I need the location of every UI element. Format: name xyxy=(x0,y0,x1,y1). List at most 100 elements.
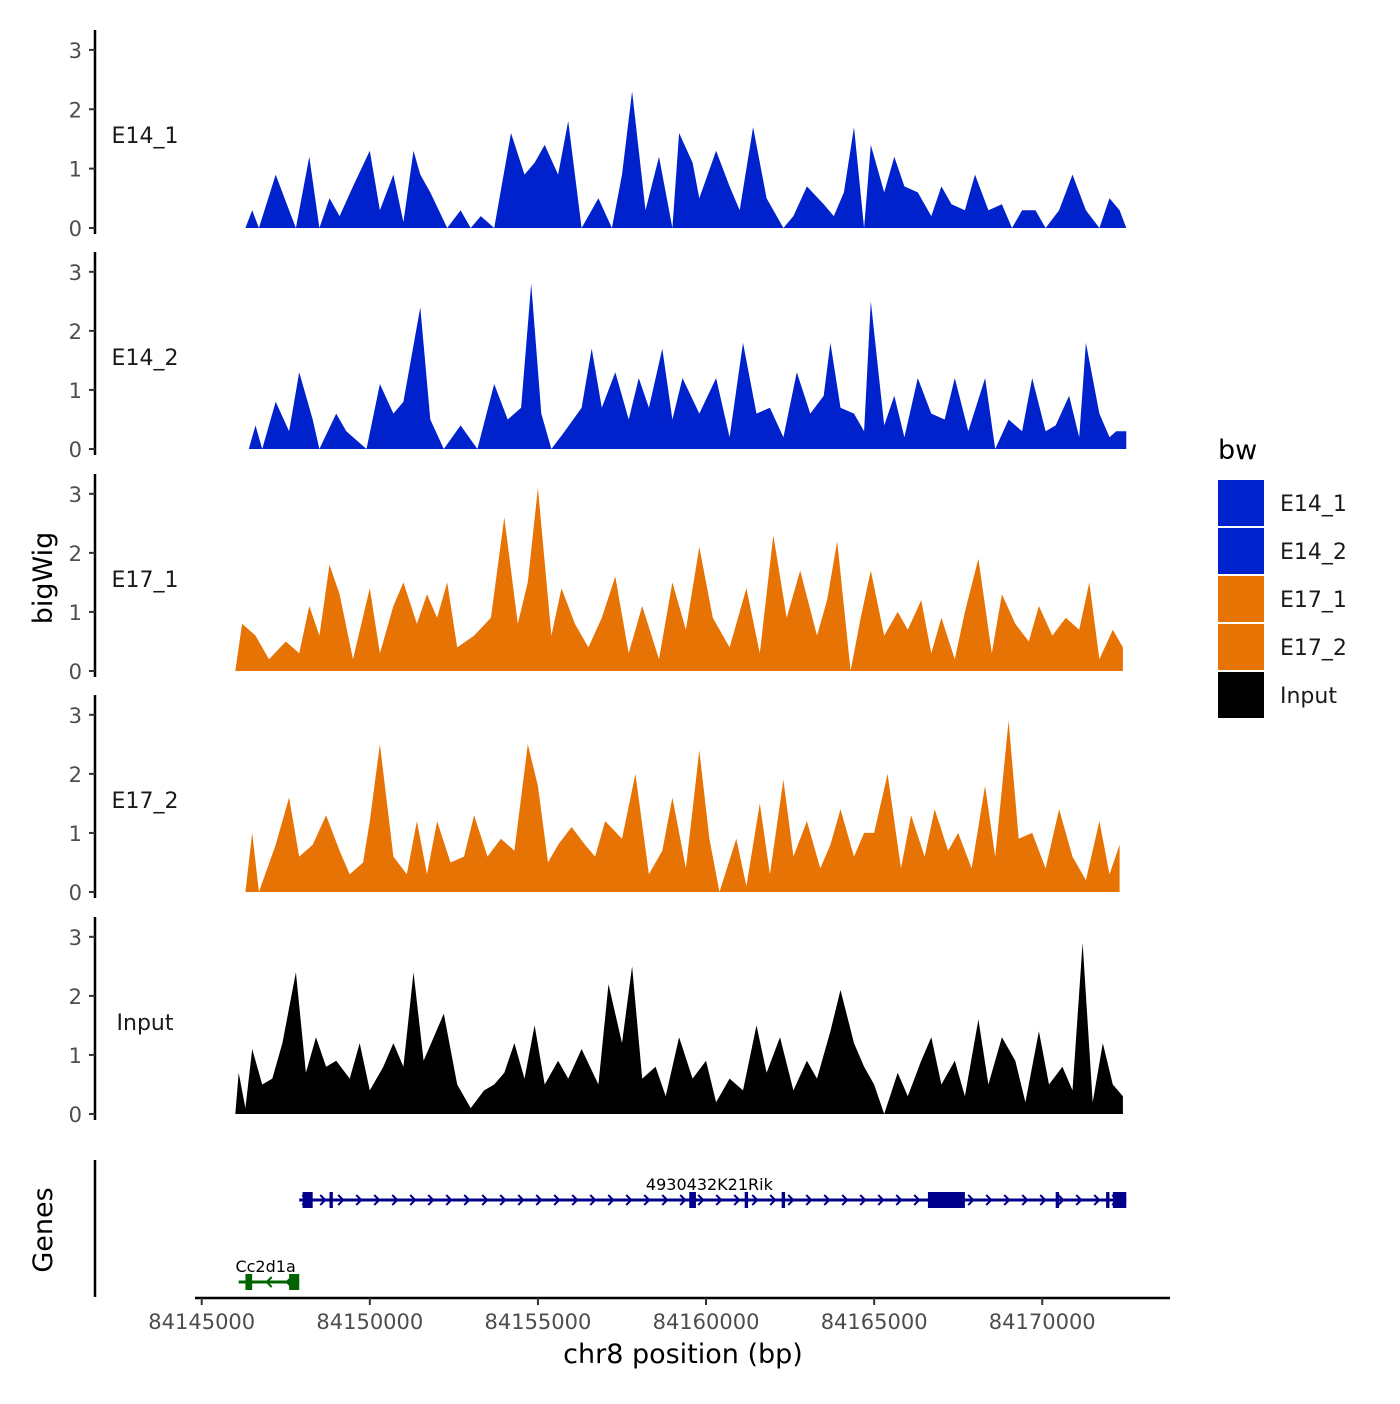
gene-annotation-panel: 4930432K21Rik Cc2d1a xyxy=(93,1160,1127,1297)
gene-4930432k21rik: 4930432K21Rik xyxy=(299,1175,1127,1208)
strand-arrow xyxy=(265,1276,273,1288)
strand-arrow xyxy=(679,1194,687,1206)
gene-label: Cc2d1a xyxy=(235,1257,295,1276)
strand-arrow xyxy=(1039,1194,1047,1206)
strand-arrow xyxy=(391,1194,399,1206)
x-tick-label: 84150000 xyxy=(316,1310,423,1334)
strand-arrow xyxy=(1003,1194,1011,1206)
strand-arrow xyxy=(535,1194,543,1206)
strand-arrow xyxy=(463,1194,471,1206)
y-tick-label: 0 xyxy=(69,660,82,684)
strand-arrow xyxy=(823,1194,831,1206)
y-tick-label: 1 xyxy=(69,158,82,182)
legend-swatch-input xyxy=(1218,672,1264,718)
exon xyxy=(781,1192,786,1208)
signal-area-e17-2 xyxy=(245,720,1120,892)
strand-arrow xyxy=(1075,1194,1083,1206)
y-tick-label: 2 xyxy=(69,320,82,344)
strand-arrow xyxy=(589,1194,597,1206)
x-tick-label: 84170000 xyxy=(989,1310,1096,1334)
strand-arrow xyxy=(697,1194,705,1206)
exon xyxy=(1106,1192,1110,1208)
x-tick-label: 84165000 xyxy=(821,1310,928,1334)
legend-label-e17-2: E17_2 xyxy=(1280,636,1347,661)
signal-area-e14-2 xyxy=(248,283,1127,449)
track-e14-2: 0 1 2 3 E14_2 xyxy=(69,252,1127,462)
strand-arrow xyxy=(517,1194,525,1206)
legend-label-e14-1: E14_1 xyxy=(1280,492,1347,517)
strand-arrow xyxy=(715,1194,723,1206)
strand-arrow xyxy=(733,1194,741,1206)
strand-arrow xyxy=(787,1194,795,1206)
genes-axis-title: Genes xyxy=(28,1187,59,1272)
y-tick-label: 2 xyxy=(69,98,82,122)
exon xyxy=(1055,1192,1060,1208)
y-tick-label: 0 xyxy=(69,881,82,905)
strand-arrow xyxy=(769,1194,777,1206)
strand-arrow xyxy=(643,1194,651,1206)
strand-arrow xyxy=(373,1194,381,1206)
strand-arrow xyxy=(859,1194,867,1206)
y-tick-label: 3 xyxy=(69,483,82,507)
strand-arrow xyxy=(481,1194,489,1206)
legend-swatch-e17-1 xyxy=(1218,576,1264,622)
strand-arrow xyxy=(985,1194,993,1206)
x-axis-title: chr8 position (bp) xyxy=(563,1339,803,1370)
y-tick-label: 2 xyxy=(69,542,82,566)
y-tick-label: 1 xyxy=(69,822,82,846)
strand-arrow xyxy=(355,1194,363,1206)
exon xyxy=(289,1274,300,1290)
y-tick-label: 0 xyxy=(69,217,82,241)
exon xyxy=(245,1274,253,1290)
strand-arrow xyxy=(805,1194,813,1206)
strand-arrow xyxy=(841,1194,849,1206)
strand-arrow xyxy=(445,1194,453,1206)
x-axis: 84145000 84150000 84155000 84160000 84165000… xyxy=(148,1296,1170,1334)
track-label: E17_1 xyxy=(112,568,179,593)
signal-tracks: 0 1 2 3 E14_1 0 1 2 3 E14_2 0 1 2 3 E17_1 0 1 2 3 E17_2 0 1 2 3… xyxy=(69,30,1127,1127)
signal-area-e14-1 xyxy=(245,91,1127,229)
legend-swatch-e14-2 xyxy=(1218,528,1264,574)
exon xyxy=(302,1192,313,1208)
legend-title: bw xyxy=(1218,435,1257,466)
strand-arrow xyxy=(409,1194,417,1206)
signal-area-e17-1 xyxy=(235,487,1123,671)
x-tick-label: 84145000 xyxy=(148,1310,255,1334)
legend-label-e14-2: E14_2 xyxy=(1280,540,1347,565)
exon xyxy=(927,1192,965,1208)
strand-arrow xyxy=(499,1194,507,1206)
strand-arrow xyxy=(553,1194,561,1206)
strand-arrow xyxy=(337,1194,345,1206)
y-tick-label: 3 xyxy=(69,39,82,63)
strand-arrow xyxy=(571,1194,579,1206)
exon xyxy=(329,1192,333,1208)
signal-area-input xyxy=(235,942,1123,1114)
x-tick-label: 84155000 xyxy=(484,1310,591,1334)
track-input: 0 1 2 3 Input xyxy=(69,917,1123,1127)
strand-arrow xyxy=(1021,1194,1029,1206)
y-tick-label: 1 xyxy=(69,379,82,403)
strand-arrow xyxy=(895,1194,903,1206)
y-tick-label: 3 xyxy=(69,704,82,728)
strand-arrow xyxy=(1057,1194,1065,1206)
track-e17-2: 0 1 2 3 E17_2 xyxy=(69,695,1120,905)
track-label: E14_2 xyxy=(112,346,179,371)
legend-label-e17-1: E17_1 xyxy=(1280,588,1347,613)
track-label: Input xyxy=(117,1011,174,1036)
y-tick-label: 2 xyxy=(69,985,82,1009)
y-axis-title: bigWig xyxy=(28,532,59,625)
strand-arrow xyxy=(319,1194,327,1206)
y-tick-label: 0 xyxy=(69,1103,82,1127)
y-tick-label: 3 xyxy=(69,261,82,285)
track-e17-1: 0 1 2 3 E17_1 xyxy=(69,474,1123,684)
strand-arrow xyxy=(967,1194,975,1206)
strand-arrow xyxy=(913,1194,921,1206)
legend-label-input: Input xyxy=(1280,684,1337,709)
legend-swatch-e17-2 xyxy=(1218,624,1264,670)
y-tick-label: 1 xyxy=(69,601,82,625)
legend-swatch-e14-1 xyxy=(1218,480,1264,526)
gene-cc2d1a: Cc2d1a xyxy=(235,1257,300,1290)
exon xyxy=(744,1192,749,1208)
strand-arrow xyxy=(877,1194,885,1206)
